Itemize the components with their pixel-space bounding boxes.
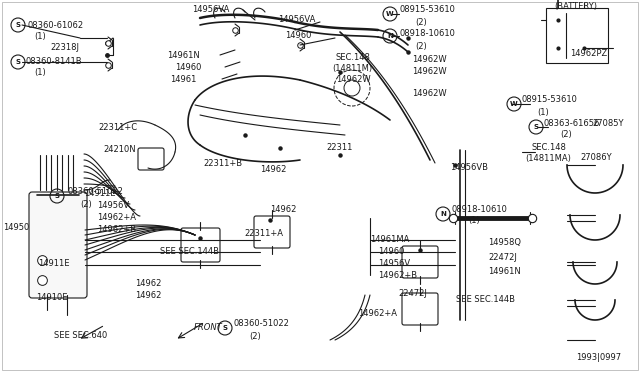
Text: 14960: 14960 [285,32,312,41]
Text: 14956VA: 14956VA [278,16,316,25]
Bar [546,8,608,63]
Text: 14962W: 14962W [412,89,447,97]
Text: 08915-53610: 08915-53610 [522,96,578,105]
Text: S: S [54,193,60,199]
Text: 22311+B: 22311+B [203,160,242,169]
Text: (BATTERY): (BATTERY) [554,1,597,10]
Text: 08363-61656: 08363-61656 [543,119,600,128]
Text: (14811M): (14811M) [332,64,372,73]
Text: (2): (2) [249,333,260,341]
Text: 14956VA: 14956VA [192,6,229,15]
FancyBboxPatch shape [402,293,438,325]
Text: 1993|0997: 1993|0997 [576,353,621,362]
Text: 14962+B: 14962+B [97,224,136,234]
Text: SEC.148: SEC.148 [531,142,566,151]
Text: 27086Y: 27086Y [580,153,612,161]
Text: N: N [440,211,446,217]
Text: 24210N: 24210N [103,145,136,154]
Text: 14961MA: 14961MA [370,234,410,244]
Text: (2): (2) [80,199,92,208]
Text: (2): (2) [415,17,427,26]
Text: 22311+A: 22311+A [244,228,283,237]
FancyBboxPatch shape [181,228,220,262]
Text: 14962W: 14962W [412,55,447,64]
Text: FRONT: FRONT [194,324,223,333]
Text: 14956V: 14956V [97,201,129,209]
Text: W: W [386,11,394,17]
Text: 14962+B: 14962+B [378,270,417,279]
Text: 14962+A: 14962+A [358,310,397,318]
Text: 14962: 14962 [260,166,286,174]
Text: 14962: 14962 [135,279,161,289]
Text: (1): (1) [468,217,480,225]
Text: (1): (1) [34,32,45,41]
Text: 08918-10610: 08918-10610 [452,205,508,214]
Text: SEE SEC.144B: SEE SEC.144B [456,295,515,304]
Text: 14950: 14950 [3,224,29,232]
Text: S: S [15,22,20,28]
Text: 22472J: 22472J [398,289,427,298]
Text: 14962+A: 14962+A [97,212,136,221]
Text: 14962: 14962 [270,205,296,214]
Text: W: W [510,101,518,107]
Text: 14956V: 14956V [378,259,410,267]
Text: 14962PZ: 14962PZ [570,48,607,58]
Text: (1): (1) [34,68,45,77]
Text: 22472J: 22472J [488,253,517,262]
Text: 14911E: 14911E [84,189,115,198]
FancyBboxPatch shape [138,148,164,170]
FancyBboxPatch shape [254,216,290,248]
Text: 08915-53610: 08915-53610 [400,6,456,15]
Text: 22318J: 22318J [50,42,79,51]
Text: (1): (1) [537,108,548,116]
Text: S: S [534,124,538,130]
Text: 08918-10610: 08918-10610 [400,29,456,38]
Text: 14962: 14962 [135,292,161,301]
Text: 08360-8141B: 08360-8141B [26,58,83,67]
Text: S: S [15,59,20,65]
Text: 14961N: 14961N [488,266,521,276]
Text: 08360-51022: 08360-51022 [67,187,123,196]
FancyBboxPatch shape [29,192,87,298]
Text: 14962W: 14962W [336,74,371,83]
Text: 14962W: 14962W [412,67,447,77]
Text: 14958Q: 14958Q [488,238,521,247]
Text: 14960: 14960 [175,62,202,71]
Text: N: N [387,33,393,39]
Text: (2): (2) [415,42,427,51]
Text: SEE SEC.640: SEE SEC.640 [54,330,108,340]
Text: SEE SEC.144B: SEE SEC.144B [160,247,219,257]
Text: 14961: 14961 [170,74,196,83]
Text: 14910E: 14910E [36,294,67,302]
Text: 14911E: 14911E [38,260,70,269]
Text: 08360-61062: 08360-61062 [28,20,84,29]
Text: (2): (2) [560,131,572,140]
Text: 22311: 22311 [326,142,353,151]
FancyBboxPatch shape [402,246,438,278]
Text: 22311+C: 22311+C [98,124,137,132]
Text: S: S [223,325,227,331]
Text: 14960: 14960 [378,247,404,256]
Text: 08360-51022: 08360-51022 [233,320,289,328]
Text: 27085Y: 27085Y [592,119,623,128]
Text: SEC.148: SEC.148 [336,52,371,61]
Text: 14956VB: 14956VB [450,163,488,171]
Text: (14811MA): (14811MA) [525,154,571,164]
Text: 14961N: 14961N [167,51,200,60]
